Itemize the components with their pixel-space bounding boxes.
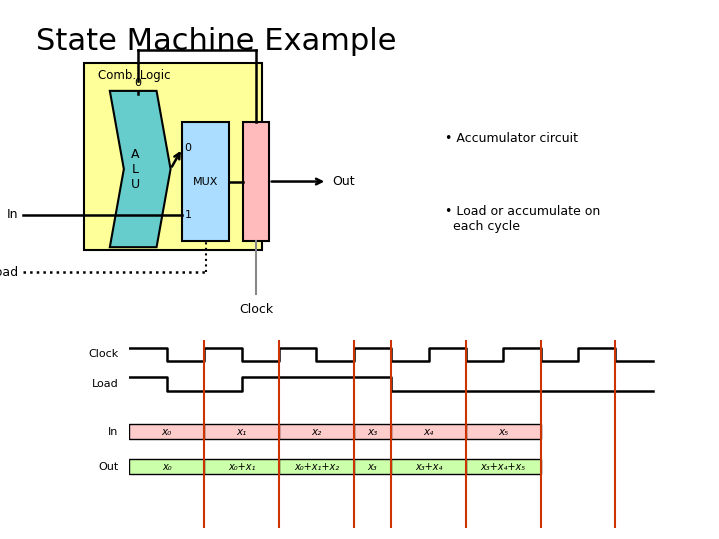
FancyBboxPatch shape	[279, 425, 354, 439]
Text: 1: 1	[185, 210, 191, 220]
Text: Clock: Clock	[239, 303, 273, 316]
Text: A
L
U: A L U	[131, 148, 140, 190]
Text: MUX: MUX	[193, 177, 219, 186]
FancyBboxPatch shape	[129, 459, 204, 474]
Text: x₅: x₅	[498, 427, 508, 437]
Text: x₀+x₁+x₂: x₀+x₁+x₂	[294, 462, 339, 472]
FancyBboxPatch shape	[279, 459, 354, 474]
FancyBboxPatch shape	[84, 63, 262, 250]
FancyBboxPatch shape	[466, 425, 541, 439]
FancyBboxPatch shape	[354, 459, 391, 474]
Polygon shape	[110, 91, 170, 247]
Text: x₃: x₃	[367, 462, 377, 472]
Text: Out: Out	[98, 462, 118, 472]
Text: 0: 0	[134, 78, 142, 88]
Text: x₀: x₀	[162, 462, 172, 472]
FancyBboxPatch shape	[129, 425, 204, 439]
Text: x₀+x₁: x₀+x₁	[228, 462, 255, 472]
Text: x₂: x₂	[311, 427, 321, 437]
FancyBboxPatch shape	[391, 459, 466, 474]
Text: x₃+x₄+x₅: x₃+x₄+x₅	[481, 462, 526, 472]
Text: 0: 0	[185, 143, 191, 153]
FancyBboxPatch shape	[243, 122, 269, 241]
Text: • Accumulator circuit: • Accumulator circuit	[445, 132, 578, 145]
Text: x₄: x₄	[423, 427, 434, 437]
Text: Load: Load	[91, 379, 118, 389]
Text: • Load or accumulate on
  each cycle: • Load or accumulate on each cycle	[445, 205, 600, 233]
FancyBboxPatch shape	[204, 459, 279, 474]
FancyBboxPatch shape	[391, 425, 466, 439]
Text: x₁: x₁	[237, 427, 247, 437]
Text: Load: Load	[0, 266, 19, 279]
Text: Comb. Logic: Comb. Logic	[98, 69, 170, 82]
FancyBboxPatch shape	[204, 425, 279, 439]
Text: Out: Out	[331, 175, 354, 188]
Text: Clock: Clock	[88, 349, 118, 360]
FancyBboxPatch shape	[183, 122, 229, 241]
Text: In: In	[108, 427, 118, 437]
Text: x₀: x₀	[162, 427, 172, 437]
Text: x₃: x₃	[367, 427, 377, 437]
FancyBboxPatch shape	[466, 459, 541, 474]
Text: State Machine Example: State Machine Example	[36, 27, 396, 56]
Text: x₃+x₄: x₃+x₄	[415, 462, 442, 472]
FancyBboxPatch shape	[354, 425, 391, 439]
Text: In: In	[7, 208, 19, 222]
